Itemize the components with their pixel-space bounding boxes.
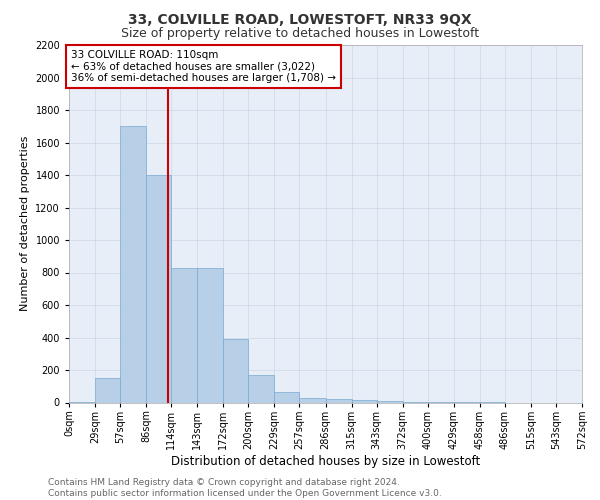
- Bar: [274, 392, 299, 402]
- Bar: [325, 399, 352, 402]
- Bar: [95, 378, 120, 402]
- Text: Contains HM Land Registry data © Crown copyright and database right 2024.
Contai: Contains HM Land Registry data © Crown c…: [48, 478, 442, 498]
- Text: 33, COLVILLE ROAD, LOWESTOFT, NR33 9QX: 33, COLVILLE ROAD, LOWESTOFT, NR33 9QX: [128, 12, 472, 26]
- Bar: [197, 268, 223, 402]
- X-axis label: Distribution of detached houses by size in Lowestoft: Distribution of detached houses by size …: [171, 454, 480, 468]
- Bar: [377, 401, 403, 402]
- Bar: [223, 339, 248, 402]
- Bar: [248, 375, 274, 402]
- Bar: [120, 126, 146, 402]
- Bar: [299, 398, 326, 402]
- Bar: [352, 400, 377, 402]
- Y-axis label: Number of detached properties: Number of detached properties: [20, 136, 29, 312]
- Bar: [146, 175, 171, 402]
- Text: 33 COLVILLE ROAD: 110sqm
← 63% of detached houses are smaller (3,022)
36% of sem: 33 COLVILLE ROAD: 110sqm ← 63% of detach…: [71, 50, 336, 83]
- Text: Size of property relative to detached houses in Lowestoft: Size of property relative to detached ho…: [121, 28, 479, 40]
- Bar: [171, 268, 197, 402]
